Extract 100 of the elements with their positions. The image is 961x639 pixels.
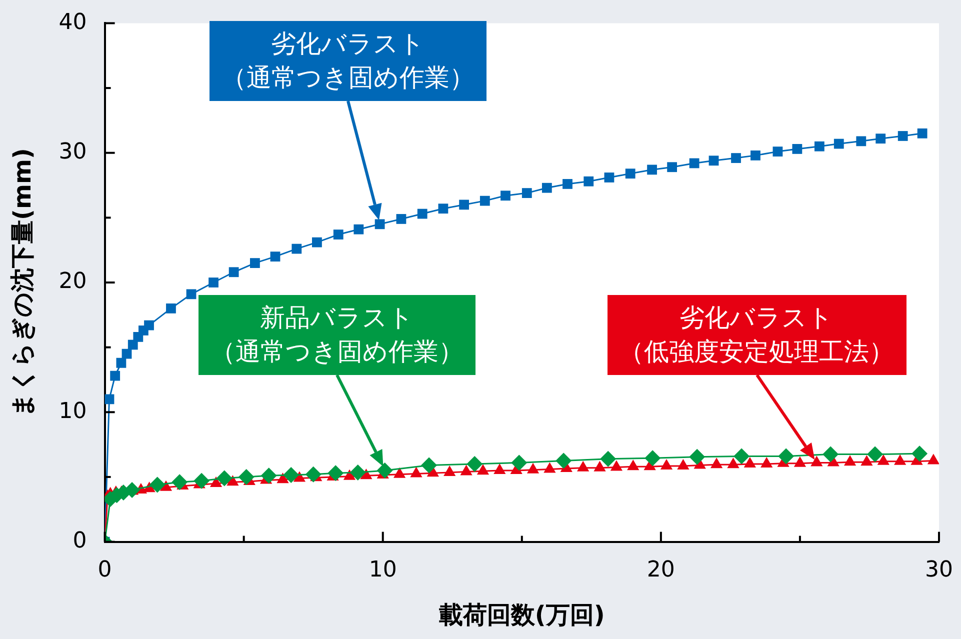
point xyxy=(898,131,908,141)
point xyxy=(460,464,472,476)
point xyxy=(208,278,218,288)
point xyxy=(667,162,678,172)
point xyxy=(876,134,886,144)
point xyxy=(149,476,166,493)
point xyxy=(912,446,928,462)
point xyxy=(376,462,393,478)
point xyxy=(216,470,232,486)
point xyxy=(867,446,884,462)
point xyxy=(772,146,783,157)
point xyxy=(689,158,700,168)
point xyxy=(238,468,254,485)
annotation: 劣化バラスト（通常つき固め作業） xyxy=(209,21,486,102)
point xyxy=(480,196,490,206)
point xyxy=(459,200,470,210)
y-tick-label: 30 xyxy=(58,140,87,165)
annotation: 新品バラスト（通常つき固め作業） xyxy=(198,295,476,376)
point xyxy=(544,462,556,473)
point xyxy=(522,188,532,198)
point xyxy=(734,448,750,464)
point xyxy=(354,224,364,234)
point xyxy=(610,460,623,471)
point xyxy=(844,455,856,466)
point xyxy=(814,141,824,152)
point xyxy=(860,455,873,466)
point xyxy=(305,466,322,482)
point xyxy=(494,463,506,474)
x-tick-label: 0 xyxy=(98,558,112,583)
y-tick-label: 40 xyxy=(58,10,87,35)
point xyxy=(604,172,614,182)
point xyxy=(562,179,572,189)
point xyxy=(328,465,344,482)
point xyxy=(122,348,132,359)
point xyxy=(110,370,120,381)
point xyxy=(210,476,222,487)
point xyxy=(350,464,366,480)
y-tick-label: 0 xyxy=(72,528,87,554)
point xyxy=(393,467,406,478)
point xyxy=(917,128,928,138)
x-tick-label: 20 xyxy=(646,558,675,583)
point xyxy=(834,138,844,149)
point xyxy=(476,464,490,475)
x-axis-title: 載荷回数(万回) xyxy=(438,600,605,629)
point xyxy=(333,230,344,240)
point xyxy=(292,244,302,254)
point xyxy=(644,450,661,466)
point xyxy=(276,472,289,484)
y-tick-label: 10 xyxy=(58,398,87,424)
point xyxy=(444,465,456,476)
point xyxy=(228,267,239,278)
point xyxy=(172,474,188,490)
point xyxy=(647,164,657,175)
point xyxy=(421,457,438,474)
point xyxy=(526,462,540,474)
point xyxy=(877,454,890,465)
point xyxy=(822,446,839,462)
point xyxy=(166,303,176,314)
annotation: 劣化バラスト（低強度安定処理工法） xyxy=(607,294,906,375)
point xyxy=(577,460,590,472)
point xyxy=(438,204,448,214)
point xyxy=(584,176,594,186)
point xyxy=(283,467,300,484)
x-tick-label: 10 xyxy=(368,558,397,583)
point xyxy=(417,208,428,219)
point xyxy=(710,458,723,468)
point xyxy=(260,468,277,484)
point xyxy=(927,454,939,464)
point xyxy=(194,472,210,489)
point xyxy=(792,144,802,154)
point xyxy=(750,150,760,160)
point xyxy=(689,448,706,465)
point xyxy=(810,456,823,466)
x-tick-label: 30 xyxy=(925,558,953,583)
point xyxy=(116,358,126,368)
point xyxy=(794,456,806,467)
point xyxy=(270,252,280,262)
point xyxy=(731,153,741,163)
point xyxy=(856,136,866,146)
y-tick-label: 20 xyxy=(58,269,87,294)
point xyxy=(600,450,616,467)
point xyxy=(374,219,385,230)
point xyxy=(410,466,422,478)
point xyxy=(760,457,773,468)
point xyxy=(708,156,719,166)
point xyxy=(556,452,572,469)
point xyxy=(660,458,673,470)
point xyxy=(511,454,528,471)
point xyxy=(744,457,756,468)
point xyxy=(500,190,510,201)
point xyxy=(396,214,406,224)
point xyxy=(727,458,740,468)
y-axis-title: まくらぎの沈下量(mm) xyxy=(8,148,37,417)
point xyxy=(778,448,794,464)
point xyxy=(250,258,260,268)
point xyxy=(104,394,114,404)
point xyxy=(542,182,552,193)
point xyxy=(594,460,606,472)
point xyxy=(466,456,483,472)
point xyxy=(894,454,906,465)
